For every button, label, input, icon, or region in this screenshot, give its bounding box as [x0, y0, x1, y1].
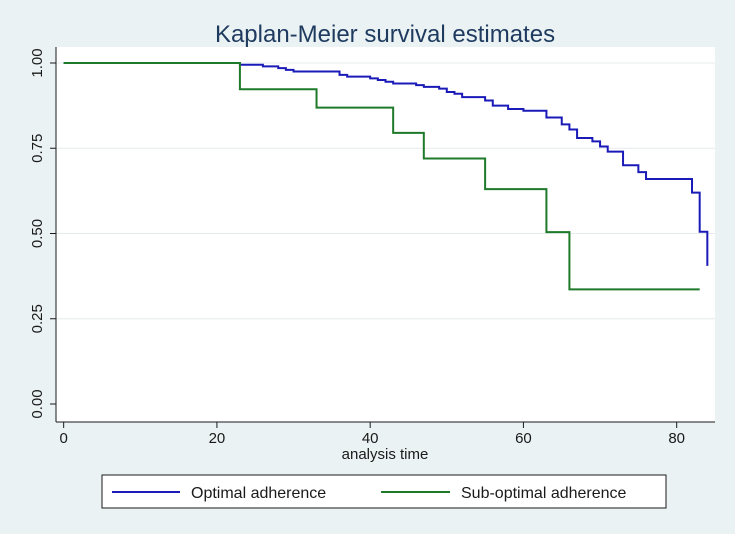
y-axis-ticks: 0.00 0.25 0.50 0.75 1.00: [29, 48, 56, 419]
x-tick-label: 40: [362, 430, 379, 447]
legend: Optimal adherence Sub-optimal adherence: [101, 474, 667, 509]
km-curve-suboptimal: [63, 62, 700, 291]
x-axis-title: analysis time: [342, 446, 429, 463]
x-tick-label: 0: [59, 430, 67, 447]
y-tick-label: 0.25: [29, 304, 46, 333]
y-tick-label: 0.75: [29, 134, 46, 163]
legend-label-optimal: Optimal adherence: [191, 485, 326, 502]
x-tick-label: 20: [209, 430, 226, 447]
y-tick-label: 0.50: [29, 219, 46, 248]
legend-label-suboptimal: Sub-optimal adherence: [461, 485, 627, 502]
x-tick-label: 60: [515, 430, 532, 447]
plot-area: [56, 47, 715, 422]
x-tick-label: 80: [668, 430, 685, 447]
chart-title: Kaplan-Meier survival estimates: [215, 21, 555, 48]
x-axis-ticks: 0 20 40 60 80: [59, 422, 685, 447]
survival-curves: [63, 62, 709, 291]
y-tick-label: 0.00: [29, 389, 46, 418]
y-tick-label: 1.00: [29, 48, 46, 77]
km-curve-optimal: [63, 62, 709, 266]
